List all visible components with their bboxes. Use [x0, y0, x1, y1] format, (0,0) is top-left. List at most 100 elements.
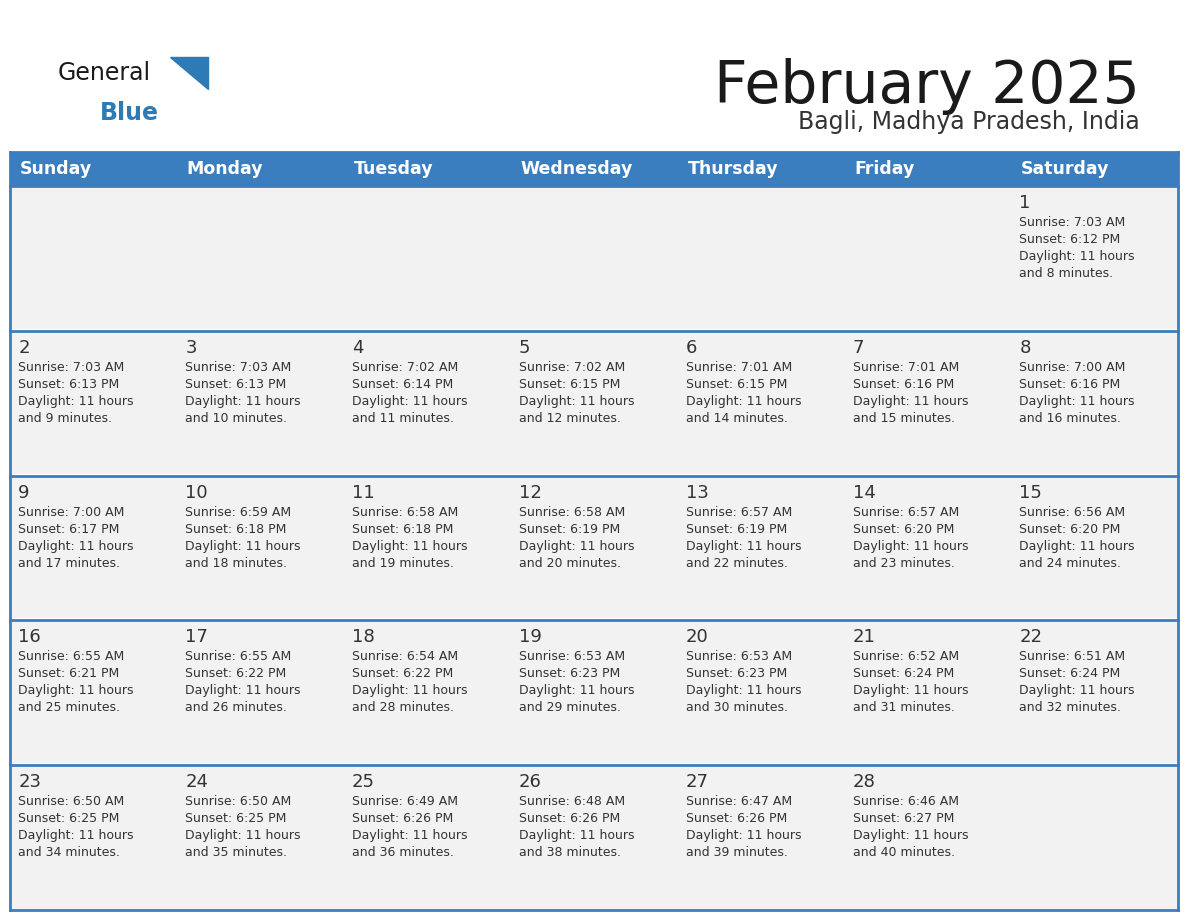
- Text: Sunset: 6:15 PM: Sunset: 6:15 PM: [685, 378, 788, 391]
- Text: Sunset: 6:25 PM: Sunset: 6:25 PM: [185, 812, 286, 825]
- Text: and 12 minutes.: and 12 minutes.: [519, 412, 621, 425]
- Text: Sunrise: 6:59 AM: Sunrise: 6:59 AM: [185, 506, 291, 519]
- Text: 1: 1: [1019, 194, 1031, 212]
- Text: Daylight: 11 hours: Daylight: 11 hours: [18, 829, 134, 842]
- Text: Sunset: 6:15 PM: Sunset: 6:15 PM: [519, 378, 620, 391]
- Text: Sunset: 6:19 PM: Sunset: 6:19 PM: [685, 522, 786, 535]
- Text: Daylight: 11 hours: Daylight: 11 hours: [352, 829, 468, 842]
- Text: Sunrise: 7:03 AM: Sunrise: 7:03 AM: [185, 361, 291, 374]
- Text: February 2025: February 2025: [714, 58, 1140, 115]
- Text: Sunset: 6:16 PM: Sunset: 6:16 PM: [1019, 378, 1120, 391]
- Text: Thursday: Thursday: [688, 160, 778, 178]
- Text: 8: 8: [1019, 339, 1031, 357]
- Text: Sunrise: 6:56 AM: Sunrise: 6:56 AM: [1019, 506, 1125, 519]
- Text: 16: 16: [18, 629, 42, 646]
- Text: and 35 minutes.: and 35 minutes.: [185, 846, 287, 859]
- Text: 5: 5: [519, 339, 530, 357]
- Text: Sunset: 6:13 PM: Sunset: 6:13 PM: [185, 378, 286, 391]
- Bar: [10, 152, 1178, 910]
- Text: Sunrise: 7:00 AM: Sunrise: 7:00 AM: [18, 506, 125, 519]
- Text: Daylight: 11 hours: Daylight: 11 hours: [352, 540, 468, 553]
- Text: Daylight: 11 hours: Daylight: 11 hours: [519, 685, 634, 698]
- Text: Sunrise: 6:58 AM: Sunrise: 6:58 AM: [352, 506, 459, 519]
- Bar: [511, 152, 677, 186]
- Text: and 9 minutes.: and 9 minutes.: [18, 412, 113, 425]
- Text: 15: 15: [1019, 484, 1042, 501]
- Text: Sunrise: 7:01 AM: Sunrise: 7:01 AM: [853, 361, 959, 374]
- Text: Sunset: 6:23 PM: Sunset: 6:23 PM: [685, 667, 786, 680]
- Text: and 23 minutes.: and 23 minutes.: [853, 556, 954, 569]
- Text: and 22 minutes.: and 22 minutes.: [685, 556, 788, 569]
- Text: Sunrise: 6:52 AM: Sunrise: 6:52 AM: [853, 650, 959, 664]
- Text: 20: 20: [685, 629, 708, 646]
- Text: Sunrise: 6:51 AM: Sunrise: 6:51 AM: [1019, 650, 1125, 664]
- Text: General: General: [58, 61, 151, 85]
- Text: Daylight: 11 hours: Daylight: 11 hours: [853, 540, 968, 553]
- Text: and 25 minutes.: and 25 minutes.: [18, 701, 120, 714]
- Text: Daylight: 11 hours: Daylight: 11 hours: [853, 829, 968, 842]
- Text: Sunrise: 6:49 AM: Sunrise: 6:49 AM: [352, 795, 459, 808]
- Text: and 30 minutes.: and 30 minutes.: [685, 701, 788, 714]
- Bar: [1011, 152, 1178, 186]
- Text: Daylight: 11 hours: Daylight: 11 hours: [853, 685, 968, 698]
- Text: Sunset: 6:24 PM: Sunset: 6:24 PM: [853, 667, 954, 680]
- Text: Daylight: 11 hours: Daylight: 11 hours: [685, 829, 801, 842]
- Text: 10: 10: [185, 484, 208, 501]
- Text: and 34 minutes.: and 34 minutes.: [18, 846, 120, 859]
- Text: 4: 4: [352, 339, 364, 357]
- Text: Daylight: 11 hours: Daylight: 11 hours: [352, 685, 468, 698]
- Text: Sunrise: 6:54 AM: Sunrise: 6:54 AM: [352, 650, 459, 664]
- Text: 26: 26: [519, 773, 542, 791]
- Text: Daylight: 11 hours: Daylight: 11 hours: [185, 829, 301, 842]
- Text: and 39 minutes.: and 39 minutes.: [685, 846, 788, 859]
- Text: Daylight: 11 hours: Daylight: 11 hours: [1019, 395, 1135, 408]
- Text: Sunset: 6:27 PM: Sunset: 6:27 PM: [853, 812, 954, 825]
- Text: Sunday: Sunday: [20, 160, 93, 178]
- Text: Saturday: Saturday: [1022, 160, 1110, 178]
- Text: 28: 28: [853, 773, 876, 791]
- Text: 12: 12: [519, 484, 542, 501]
- Text: Friday: Friday: [854, 160, 915, 178]
- Text: Sunset: 6:18 PM: Sunset: 6:18 PM: [352, 522, 454, 535]
- Text: and 32 minutes.: and 32 minutes.: [1019, 701, 1121, 714]
- Text: 11: 11: [352, 484, 374, 501]
- Text: Daylight: 11 hours: Daylight: 11 hours: [18, 540, 134, 553]
- Text: Sunrise: 6:53 AM: Sunrise: 6:53 AM: [685, 650, 792, 664]
- Text: and 14 minutes.: and 14 minutes.: [685, 412, 788, 425]
- Text: 14: 14: [853, 484, 876, 501]
- Text: Daylight: 11 hours: Daylight: 11 hours: [352, 395, 468, 408]
- Text: Sunrise: 7:00 AM: Sunrise: 7:00 AM: [1019, 361, 1126, 374]
- Text: and 19 minutes.: and 19 minutes.: [352, 556, 454, 569]
- Text: and 8 minutes.: and 8 minutes.: [1019, 267, 1113, 280]
- Text: Daylight: 11 hours: Daylight: 11 hours: [1019, 250, 1135, 263]
- Text: 27: 27: [685, 773, 709, 791]
- Text: Daylight: 11 hours: Daylight: 11 hours: [1019, 540, 1135, 553]
- Text: Daylight: 11 hours: Daylight: 11 hours: [685, 540, 801, 553]
- Text: Sunrise: 7:02 AM: Sunrise: 7:02 AM: [519, 361, 625, 374]
- Text: and 26 minutes.: and 26 minutes.: [185, 701, 287, 714]
- Text: Sunset: 6:17 PM: Sunset: 6:17 PM: [18, 522, 120, 535]
- Text: and 38 minutes.: and 38 minutes.: [519, 846, 621, 859]
- Text: Sunrise: 6:50 AM: Sunrise: 6:50 AM: [185, 795, 291, 808]
- Text: 21: 21: [853, 629, 876, 646]
- Text: and 18 minutes.: and 18 minutes.: [185, 556, 287, 569]
- Text: Sunrise: 6:57 AM: Sunrise: 6:57 AM: [853, 506, 959, 519]
- Text: Sunrise: 6:53 AM: Sunrise: 6:53 AM: [519, 650, 625, 664]
- Bar: [10, 152, 177, 186]
- Text: Sunset: 6:26 PM: Sunset: 6:26 PM: [519, 812, 620, 825]
- Text: Sunrise: 6:48 AM: Sunrise: 6:48 AM: [519, 795, 625, 808]
- Text: Sunrise: 6:57 AM: Sunrise: 6:57 AM: [685, 506, 792, 519]
- Text: 25: 25: [352, 773, 375, 791]
- Bar: [177, 152, 343, 186]
- Text: 24: 24: [185, 773, 208, 791]
- Text: Sunset: 6:26 PM: Sunset: 6:26 PM: [685, 812, 786, 825]
- Bar: [343, 152, 511, 186]
- Text: Daylight: 11 hours: Daylight: 11 hours: [18, 685, 134, 698]
- Text: Sunset: 6:24 PM: Sunset: 6:24 PM: [1019, 667, 1120, 680]
- Text: Daylight: 11 hours: Daylight: 11 hours: [185, 395, 301, 408]
- Text: 2: 2: [18, 339, 30, 357]
- Text: Sunset: 6:19 PM: Sunset: 6:19 PM: [519, 522, 620, 535]
- Text: Daylight: 11 hours: Daylight: 11 hours: [1019, 685, 1135, 698]
- Text: Sunset: 6:16 PM: Sunset: 6:16 PM: [853, 378, 954, 391]
- Text: Sunrise: 7:03 AM: Sunrise: 7:03 AM: [18, 361, 125, 374]
